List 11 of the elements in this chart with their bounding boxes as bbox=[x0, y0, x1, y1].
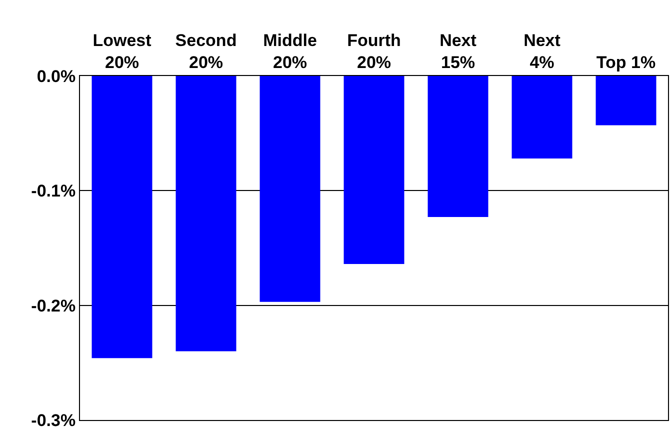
x-tick-label: Top 1% bbox=[596, 53, 656, 72]
y-tick-label: -0.3% bbox=[31, 410, 76, 430]
x-tick-label: Middle 20% bbox=[263, 31, 317, 72]
x-tick-label: Second 20% bbox=[175, 31, 237, 72]
x-tick-label: Next 4% bbox=[524, 31, 561, 72]
x-tick-label: Fourth 20% bbox=[347, 31, 401, 72]
x-tick-label: Lowest 20% bbox=[92, 31, 152, 72]
y-tick-label: -0.1% bbox=[31, 182, 76, 201]
x-tick-label: Next 15% bbox=[440, 31, 477, 72]
y-tick-label: 0.0% bbox=[36, 66, 76, 86]
y-tick-label: -0.2% bbox=[31, 296, 76, 316]
